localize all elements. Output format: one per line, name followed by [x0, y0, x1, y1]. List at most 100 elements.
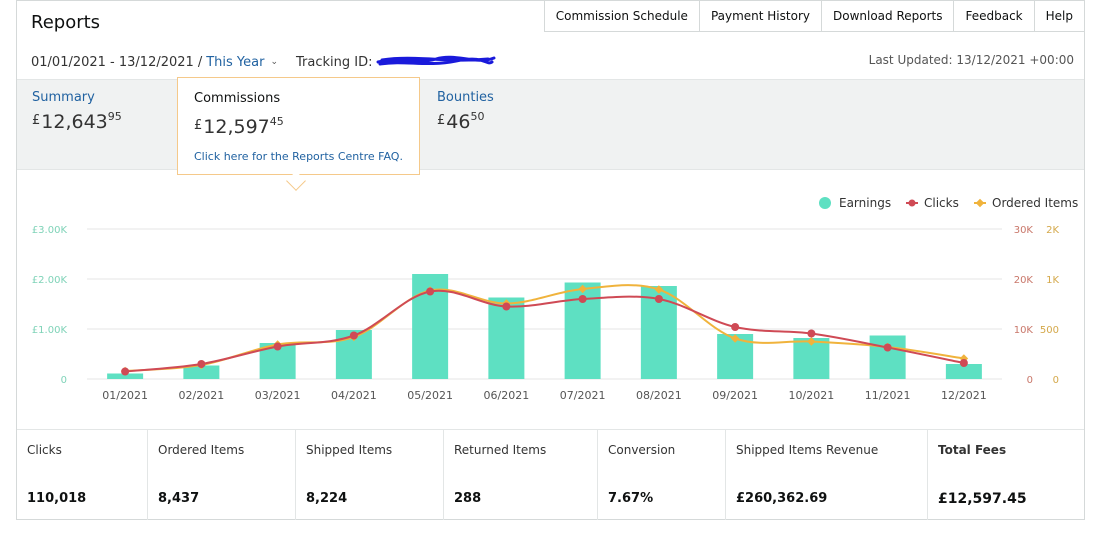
date-range: 01/01/2021 - 13/12/2021 [31, 54, 194, 70]
commission-schedule-button[interactable]: Commission Schedule [543, 0, 700, 32]
x-tick-label: 01/2021 [102, 389, 148, 402]
stat-ordered-items: Ordered Items 8,437 [148, 430, 296, 520]
x-tick-label: 08/2021 [636, 389, 682, 402]
y-left-tick-label: £2.00K [32, 275, 68, 286]
y-left-tick-label: £1.00K [32, 325, 68, 336]
legend-ordered-label: Ordered Items [992, 196, 1078, 210]
ordered-items-point [730, 334, 740, 343]
earnings-bar [183, 365, 220, 379]
stat-label: Clicks [27, 443, 62, 457]
stat-label: Ordered Items [158, 443, 245, 457]
stat-label: Conversion [608, 443, 676, 457]
page-title: Reports [31, 12, 101, 33]
earnings-bar [945, 364, 982, 379]
clicks-point [731, 323, 740, 331]
redaction-scribble [376, 55, 496, 66]
stat-label: Shipped Items [306, 443, 393, 457]
x-tick-label: 04/2021 [331, 389, 377, 402]
clicks-point [273, 342, 282, 351]
ordered-items-point [578, 284, 587, 294]
x-tick-label: 03/2021 [255, 389, 301, 402]
x-tick-label: 06/2021 [484, 389, 530, 402]
clicks-point [197, 360, 206, 368]
clicks-point [654, 295, 663, 303]
stat-conversion: Conversion 7.67% [598, 430, 726, 520]
top-nav: Commission Schedule Payment History Down… [543, 0, 1085, 32]
legend-earnings-swatch [819, 197, 831, 209]
earnings-bar [107, 373, 144, 379]
x-tick-label: 07/2021 [560, 389, 606, 402]
stat-label: Returned Items [454, 443, 547, 457]
stat-value: 288 [454, 491, 482, 506]
chevron-down-icon[interactable]: ⌄ [270, 57, 278, 67]
y-right-items-tick-label: 1K [1046, 275, 1059, 286]
bounties-tab[interactable]: Bounties £4650 [437, 90, 494, 133]
commissions-label: Commissions [194, 91, 281, 106]
x-tick-label: 09/2021 [712, 389, 758, 402]
ordered-items-point [807, 337, 816, 346]
bounties-label: Bounties [437, 90, 494, 105]
x-tick-label: 11/2021 [865, 389, 911, 402]
stats-row: Clicks 110,018 Ordered Items 8,437 Shipp… [17, 429, 1084, 520]
earnings-chart: 0 0 0 £1.00K 10K 500 £2.00K 20K 1K £3.00K 30K 2K 01/… [32, 196, 1078, 402]
stat-label: Total Fees [938, 443, 1007, 457]
feedback-button[interactable]: Feedback [953, 0, 1035, 32]
commissions-popover[interactable]: Commissions £12,59745 Click here for the… [177, 77, 420, 175]
clicks-point [502, 302, 511, 311]
clicks-line [125, 289, 965, 373]
summary-value: £12,64395 [32, 110, 122, 133]
ordered-items-line [125, 284, 965, 372]
stat-value: 110,018 [27, 491, 87, 506]
filter-bar: 01/01/2021 - 13/12/2021 / This Year ⌄ Tr… [31, 53, 496, 71]
last-updated: Last Updated: 13/12/2021 +00:00 [868, 53, 1074, 67]
bounties-value: £4650 [437, 110, 485, 133]
faq-link[interactable]: Click here for the Reports Centre FAQ. [194, 150, 403, 163]
legend-clicks-swatch [908, 199, 916, 207]
summary-tab[interactable]: Summary £12,64395 [32, 90, 122, 133]
y-left-tick-label: 0 [61, 375, 67, 386]
tracking-id-label: Tracking ID: [295, 54, 373, 70]
payment-history-button[interactable]: Payment History [698, 0, 822, 32]
y-right-clicks-tick-label: 0 [1027, 375, 1033, 386]
x-tick-label: 02/2021 [179, 389, 225, 402]
earnings-bar [869, 335, 906, 379]
earnings-bar [488, 297, 525, 379]
clicks-point [426, 287, 435, 296]
commissions-value: £12,59745 [194, 115, 284, 138]
period-dropdown[interactable]: This Year [206, 54, 265, 70]
date-separator: / [197, 54, 203, 70]
help-button[interactable]: Help [1033, 0, 1085, 32]
stat-value: £12,597.45 [938, 491, 1027, 507]
ordered-items-point [654, 285, 664, 294]
download-reports-button[interactable]: Download Reports [820, 0, 955, 32]
stat-total-fees: Total Fees £12,597.45 [928, 430, 1084, 520]
stat-value: 8,437 [158, 491, 200, 506]
stat-value: £260,362.69 [736, 491, 828, 506]
y-right-items-tick-label: 0 [1053, 375, 1059, 386]
y-right-clicks-tick-label: 10K [1014, 325, 1034, 336]
stat-shipped-revenue: Shipped Items Revenue £260,362.69 [726, 430, 928, 520]
summary-label: Summary [32, 90, 95, 105]
y-right-items-tick-label: 500 [1040, 325, 1059, 336]
stat-returned-items: Returned Items 288 [444, 430, 598, 520]
y-right-clicks-tick-label: 30K [1014, 225, 1034, 236]
legend-ordered-swatch [975, 198, 985, 208]
clicks-point [959, 359, 968, 367]
stat-shipped-items: Shipped Items 8,224 [296, 430, 444, 520]
legend-earnings-label: Earnings [839, 196, 891, 210]
reports-panel: Reports Commission Schedule Payment Hist… [16, 0, 1085, 520]
stat-value: 8,224 [306, 491, 348, 506]
y-right-clicks-tick-label: 20K [1014, 275, 1034, 286]
stat-clicks: Clicks 110,018 [17, 430, 148, 520]
stat-value: 7.67% [608, 491, 654, 506]
clicks-point [883, 343, 892, 352]
y-right-items-tick-label: 2K [1046, 225, 1059, 236]
clicks-point [578, 295, 587, 303]
clicks-point [807, 329, 816, 338]
x-tick-label: 10/2021 [789, 389, 835, 402]
x-tick-label: 12/2021 [941, 389, 987, 402]
y-left-tick-label: £3.00K [32, 225, 68, 236]
clicks-point [349, 331, 358, 340]
clicks-point [121, 367, 130, 376]
legend-clicks-label: Clicks [924, 196, 959, 210]
